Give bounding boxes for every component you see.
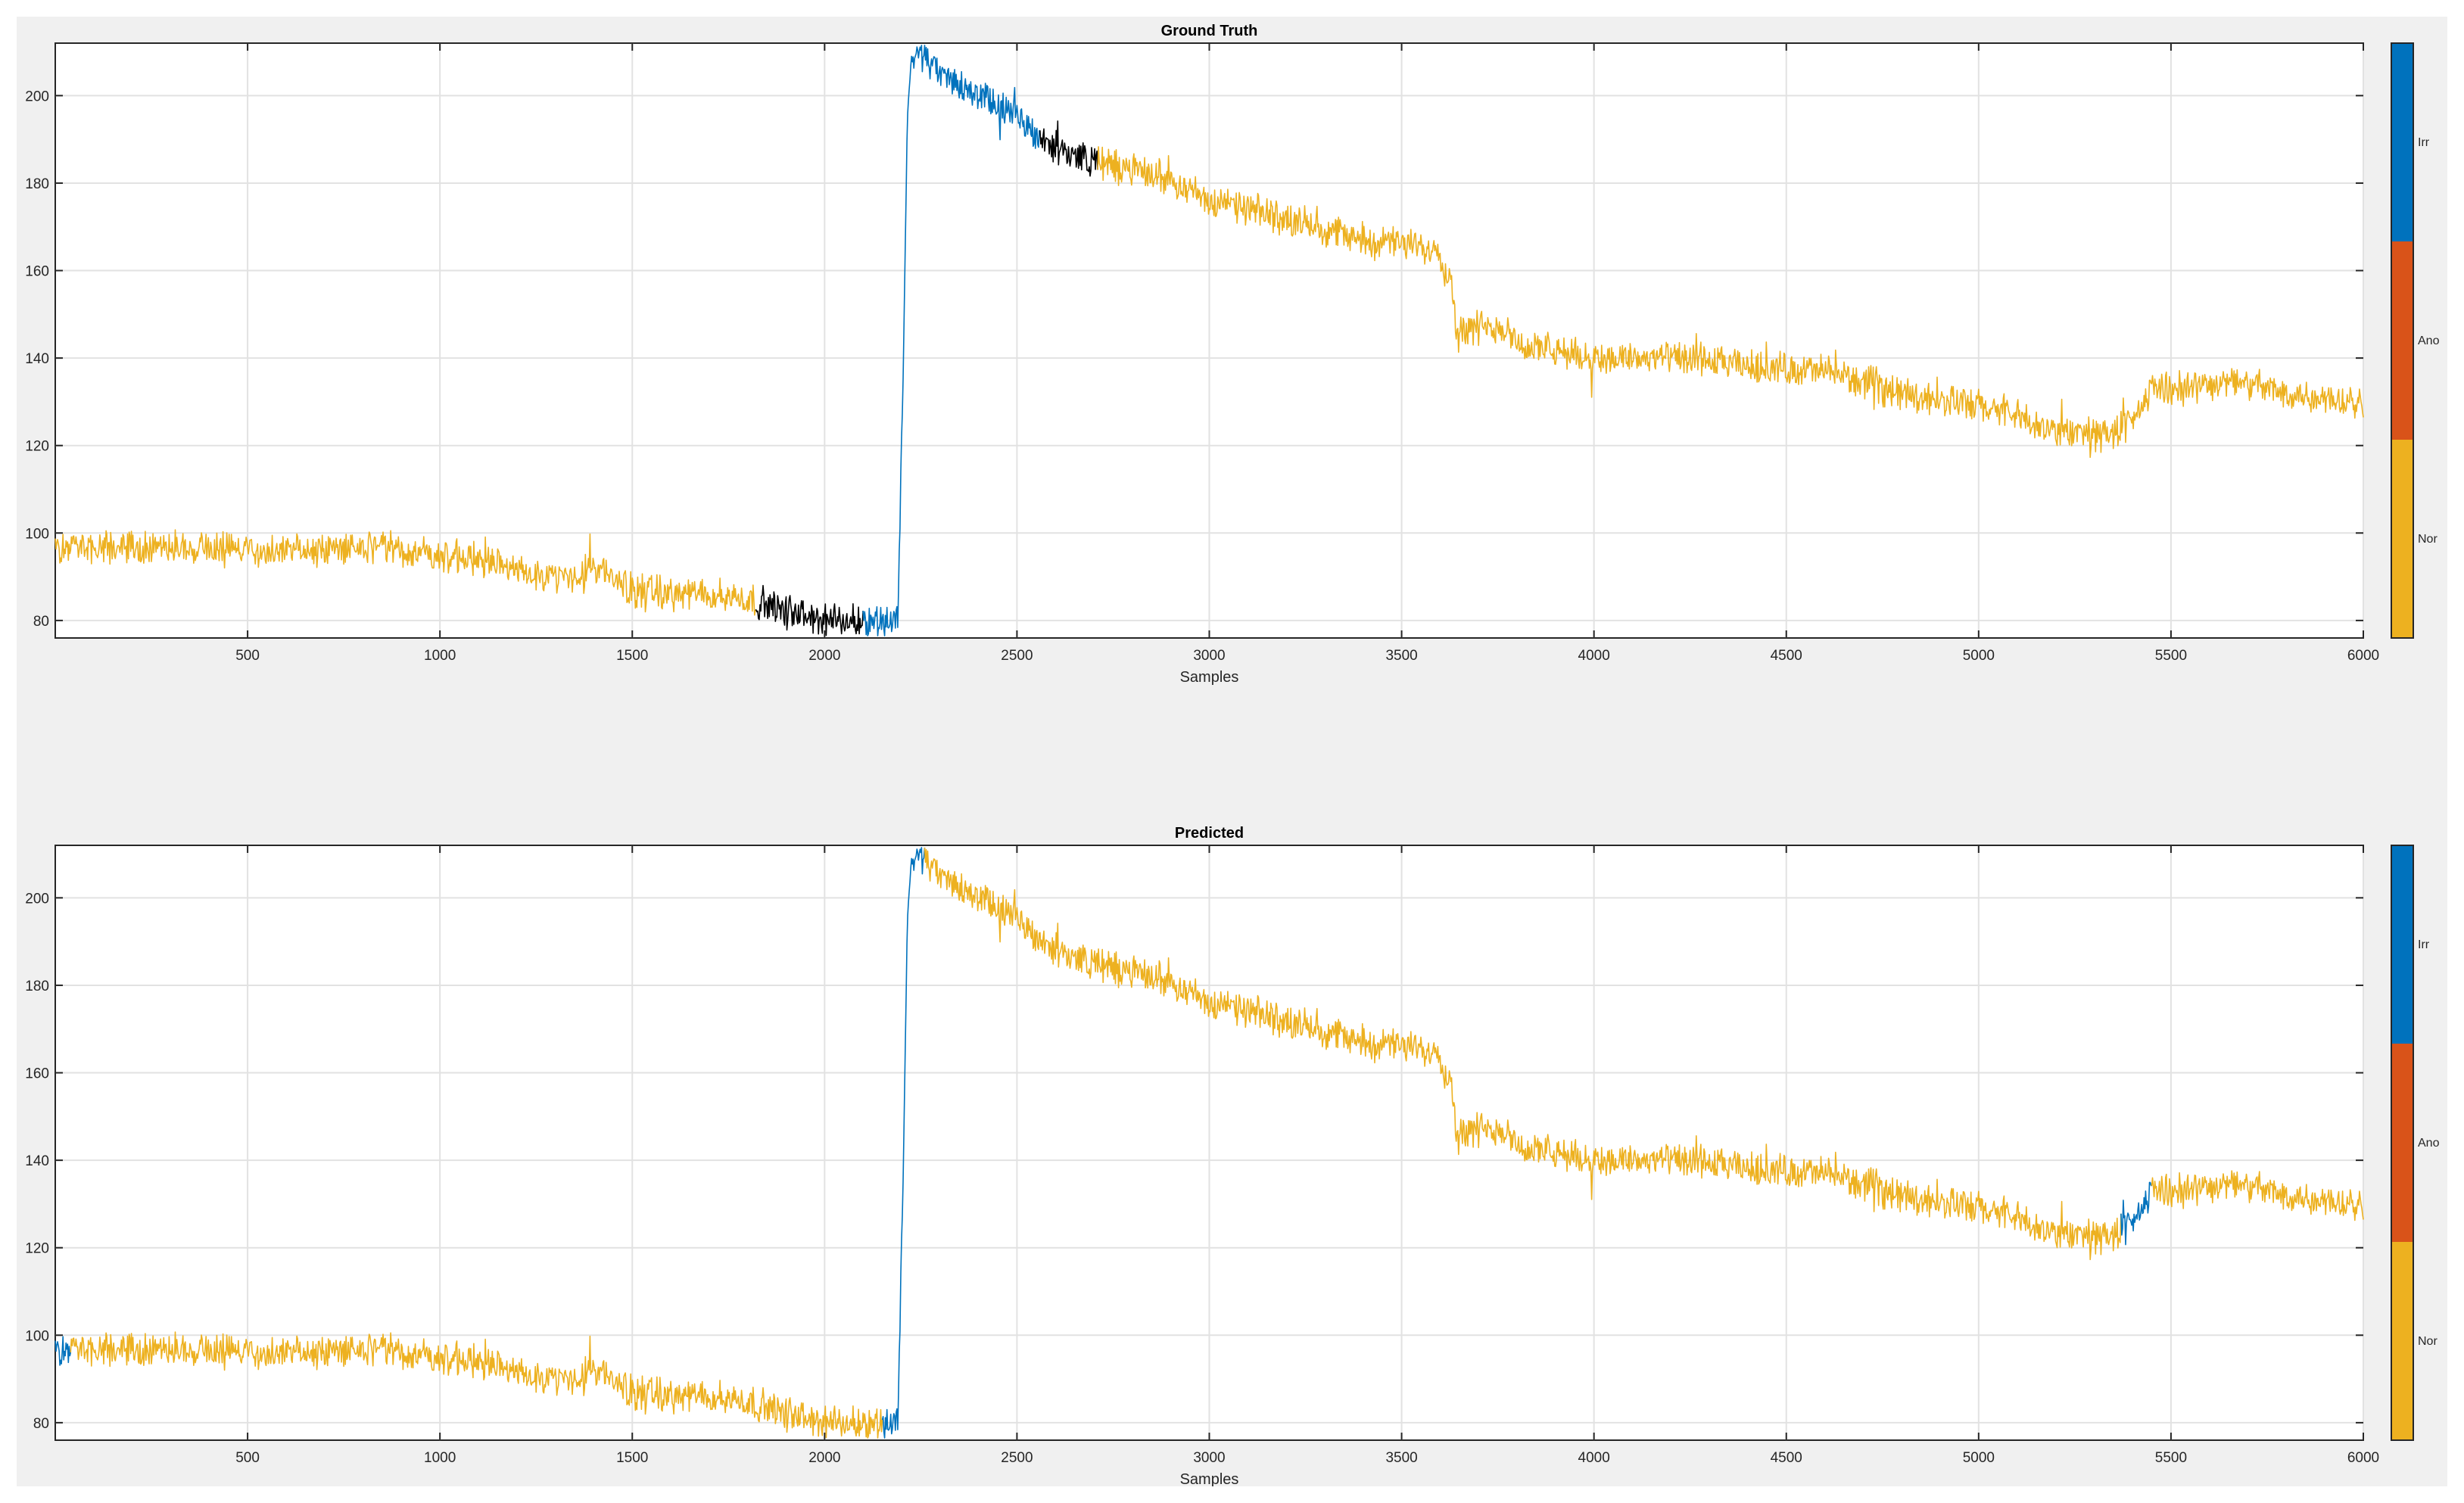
colorbar-band-nor bbox=[2391, 1242, 2413, 1440]
colorbar-label-ano: Ano bbox=[2418, 335, 2440, 347]
x-tick-label: 4500 bbox=[1771, 1450, 1802, 1466]
x-tick-label: 2000 bbox=[808, 648, 840, 664]
gridlines bbox=[55, 43, 2364, 638]
x-tick-label: 3500 bbox=[1385, 648, 1417, 664]
signal-segment-nor bbox=[2151, 1170, 2364, 1221]
colorbar-band-ano bbox=[2391, 1044, 2413, 1242]
x-tick-label: 5500 bbox=[2155, 1450, 2187, 1466]
y-tick-label: 160 bbox=[25, 264, 49, 280]
x-tick-label: 1500 bbox=[616, 1450, 648, 1466]
y-tick-label: 80 bbox=[33, 614, 49, 630]
signal-segment-nor bbox=[924, 847, 2122, 1261]
y-tick-label: 140 bbox=[25, 351, 49, 367]
signal-traces bbox=[55, 847, 2364, 1439]
x-tick-label: 500 bbox=[235, 1450, 260, 1466]
y-tick-label: 180 bbox=[25, 979, 49, 994]
signal-segment-nor bbox=[55, 529, 756, 616]
signal-segment-nor bbox=[70, 1331, 883, 1439]
x-tick-label: 5500 bbox=[2155, 648, 2187, 664]
x-tick-label: 1500 bbox=[616, 648, 648, 664]
signal-segment-irr bbox=[2120, 1181, 2152, 1246]
class-colorbar: Nor Ano Irr bbox=[2391, 845, 2440, 1441]
x-tick-label: 1000 bbox=[424, 648, 456, 664]
x-axis-label: Samples bbox=[1180, 1471, 1239, 1486]
colorbar-label-irr: Irr bbox=[2418, 938, 2430, 951]
y-tick-label: 140 bbox=[25, 1153, 49, 1169]
x-tick-label: 500 bbox=[235, 648, 260, 664]
x-axis-label: Samples bbox=[1180, 669, 1239, 686]
class-colorbar: Nor Ano Irr bbox=[2391, 42, 2440, 639]
colorbar-band-irr bbox=[2391, 43, 2413, 241]
colorbar-label-irr: Irr bbox=[2418, 136, 2430, 149]
colorbar-frame bbox=[2391, 845, 2414, 1441]
y-tick-label: 100 bbox=[25, 526, 49, 542]
colorbar-frame bbox=[2391, 42, 2414, 639]
ground-truth-panel: 500 1000 1500 2000 2500 3000 3500 4000 4500 5000 5… bbox=[25, 23, 2439, 686]
gridlines bbox=[55, 845, 2364, 1440]
x-tick-label: 2500 bbox=[1001, 1450, 1033, 1466]
signal-segment-irr bbox=[862, 45, 1041, 636]
signal-segment-nor bbox=[1097, 146, 2364, 459]
colorbar-label-nor: Nor bbox=[2418, 1335, 2438, 1348]
x-tick-label: 3000 bbox=[1193, 1450, 1225, 1466]
y-tick-label: 160 bbox=[25, 1066, 49, 1082]
x-tick-label: 4500 bbox=[1771, 648, 1802, 664]
x-tick-label: 6000 bbox=[2347, 1450, 2379, 1466]
y-tick-label: 100 bbox=[25, 1328, 49, 1344]
plot-title: Predicted bbox=[1175, 825, 1244, 842]
y-tick-label: 80 bbox=[33, 1416, 49, 1432]
figure-window: 500 1000 1500 2000 2500 3000 3500 4000 4500 5000 5… bbox=[17, 17, 2447, 1486]
signal-segment-black bbox=[1039, 120, 1098, 177]
x-tick-label: 5000 bbox=[1963, 648, 1995, 664]
y-tick-label: 200 bbox=[25, 89, 49, 104]
signal-segment-black bbox=[755, 584, 864, 636]
x-tick-label: 4000 bbox=[1578, 1450, 1610, 1466]
y-tick-label: 180 bbox=[25, 176, 49, 192]
x-tick-label: 4000 bbox=[1578, 648, 1610, 664]
x-tick-label: 2000 bbox=[808, 1450, 840, 1466]
colorbar-band-ano bbox=[2391, 241, 2413, 440]
plot-title: Ground Truth bbox=[1161, 23, 1258, 39]
x-tick-label: 1000 bbox=[424, 1450, 456, 1466]
axis-ticks: 500 1000 1500 2000 2500 3000 3500 4000 4500 5000 5… bbox=[25, 43, 2379, 664]
x-tick-label: 5000 bbox=[1963, 1450, 1995, 1466]
colorbar-label-nor: Nor bbox=[2418, 533, 2438, 546]
x-tick-label: 3000 bbox=[1193, 648, 1225, 664]
x-tick-label: 3500 bbox=[1385, 1450, 1417, 1466]
colorbar-band-nor bbox=[2391, 440, 2413, 638]
signal-segment-irr bbox=[55, 1336, 72, 1366]
signal-segment-irr bbox=[881, 847, 926, 1439]
y-tick-label: 200 bbox=[25, 891, 49, 907]
x-tick-label: 2500 bbox=[1001, 648, 1033, 664]
axis-ticks: 500 1000 1500 2000 2500 3000 3500 4000 4500 5000 5… bbox=[25, 845, 2379, 1466]
y-tick-label: 120 bbox=[25, 439, 49, 455]
predicted-panel: 500 1000 1500 2000 2500 3000 3500 4000 4500 5000 5… bbox=[25, 825, 2439, 1486]
x-tick-label: 6000 bbox=[2347, 648, 2379, 664]
y-tick-label: 120 bbox=[25, 1241, 49, 1257]
colorbar-label-ano: Ano bbox=[2418, 1137, 2440, 1150]
colorbar-band-irr bbox=[2391, 845, 2413, 1044]
signal-traces bbox=[55, 45, 2364, 636]
